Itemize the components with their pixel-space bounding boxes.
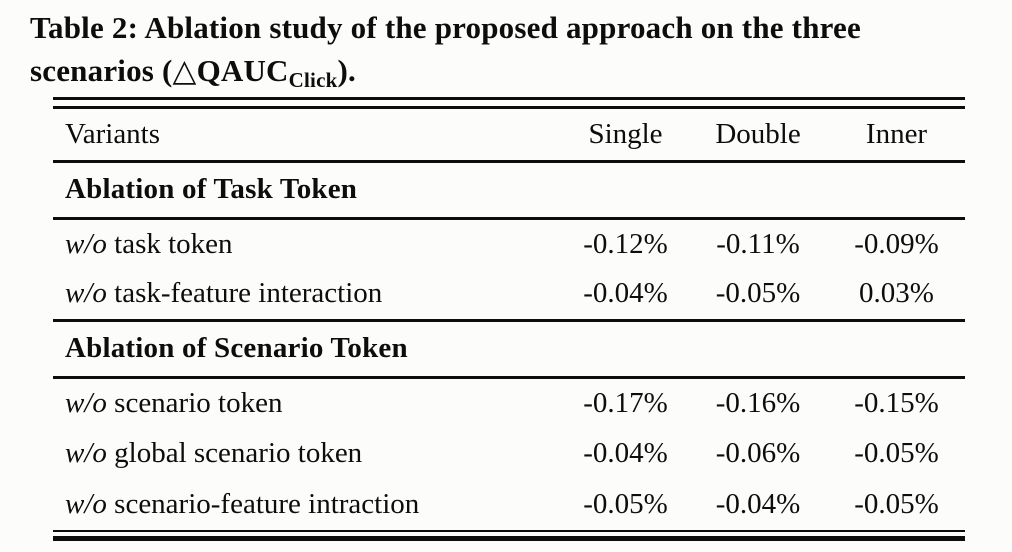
wo-prefix: w/o	[65, 488, 107, 520]
variant-text: task token	[114, 227, 233, 260]
table-row-wo-global-scenario-token: w/o global scenario token -0.04% -0.06% …	[53, 428, 965, 479]
cell-single: -0.12%	[583, 227, 668, 260]
cell-single: -0.04%	[583, 437, 668, 469]
col-header-variants: Variants	[53, 109, 563, 163]
caption-period: ).	[337, 53, 356, 88]
variant-text: task-feature interaction	[114, 277, 383, 310]
col-header-inner: Inner	[828, 109, 965, 163]
variant-text: global scenario token	[114, 437, 363, 469]
cell-single: -0.04%	[563, 269, 688, 322]
variant-label: w/o global scenario token	[53, 428, 563, 479]
cell-double: -0.06%	[715, 437, 801, 469]
ablation-table: Variants Single Double Inner Ablation of…	[53, 97, 965, 541]
table-bottom-rule	[53, 530, 965, 541]
cell-inner: -0.05%	[854, 488, 939, 520]
wo-prefix: w/o	[65, 386, 107, 419]
caption-metric-subscript: Click	[288, 67, 338, 92]
variant-text: scenario token	[114, 386, 283, 419]
table-row-wo-task-feature-interaction: w/o task-feature interaction -0.04% -0.0…	[53, 269, 965, 322]
table-top-rule	[53, 97, 965, 109]
cell-single: -0.17%	[583, 386, 668, 419]
variant-text: scenario-feature intraction	[114, 488, 420, 520]
table-caption: Table 2: Ablation study of the proposed …	[30, 6, 990, 92]
wo-prefix: w/o	[65, 227, 107, 260]
cell-double: -0.16%	[715, 386, 801, 419]
ablation-results-table: Variants Single Double Inner Ablation of…	[53, 109, 965, 530]
wo-prefix: w/o	[65, 277, 107, 310]
cell-single: -0.05%	[583, 488, 668, 520]
cell-inner: -0.05%	[854, 437, 939, 469]
cell-double: -0.11%	[716, 227, 800, 260]
variant-label: w/o task token	[53, 218, 563, 269]
caption-metric-prefix: scenarios (△QAUC	[30, 53, 289, 88]
cell-double: -0.05%	[688, 269, 828, 322]
variant-label: w/o scenario-feature intraction	[53, 479, 563, 530]
variant-label: w/o scenario token	[53, 377, 563, 428]
col-header-single: Single	[563, 109, 688, 163]
section-title: Ablation of Task Token	[53, 161, 965, 220]
cell-inner: -0.15%	[854, 386, 939, 419]
cell-inner: 0.03%	[828, 269, 965, 322]
table-row-wo-scenario-feature-intraction: w/o scenario-feature intraction -0.05% -…	[53, 479, 965, 530]
cell-inner: -0.09%	[854, 227, 939, 260]
cell-double: -0.04%	[715, 488, 801, 520]
variant-label: w/o task-feature interaction	[53, 269, 563, 322]
section-title: Ablation of Scenario Token	[53, 320, 965, 379]
section-header-task-token: Ablation of Task Token	[53, 161, 965, 220]
caption-line1: Table 2: Ablation study of the proposed …	[30, 10, 861, 45]
wo-prefix: w/o	[65, 437, 107, 469]
section-header-scenario-token: Ablation of Scenario Token	[53, 320, 965, 379]
table-row-wo-task-token: w/o task token -0.12% -0.11% -0.09%	[53, 218, 965, 269]
col-header-double: Double	[688, 109, 828, 163]
table-row-wo-scenario-token: w/o scenario token -0.17% -0.16% -0.15%	[53, 377, 965, 428]
header-row: Variants Single Double Inner	[53, 109, 965, 163]
